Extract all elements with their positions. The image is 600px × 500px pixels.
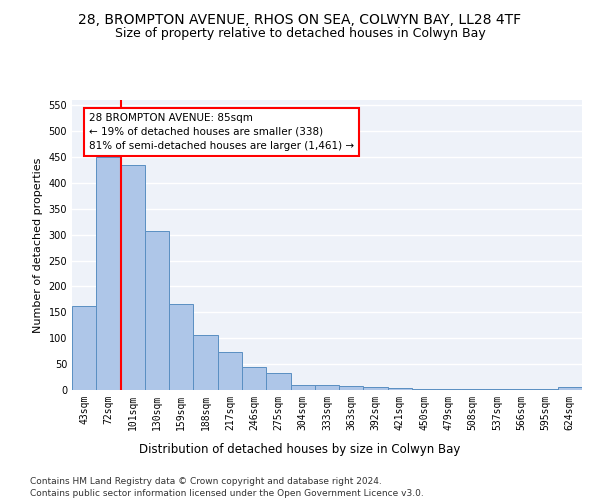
Bar	[121, 164, 145, 390]
Bar	[242, 366, 266, 390]
Text: 28 BROMPTON AVENUE: 85sqm
← 19% of detached houses are smaller (338)
81% of semi: 28 BROMPTON AVENUE: 85sqm ← 19% of detac…	[89, 113, 354, 151]
Bar	[509, 389, 533, 390]
Bar	[290, 385, 315, 390]
Text: 28, BROMPTON AVENUE, RHOS ON SEA, COLWYN BAY, LL28 4TF: 28, BROMPTON AVENUE, RHOS ON SEA, COLWYN…	[79, 12, 521, 26]
Bar	[218, 352, 242, 390]
Bar	[96, 157, 121, 390]
Bar	[72, 306, 96, 390]
Bar	[169, 304, 193, 390]
Bar	[388, 388, 412, 390]
Bar	[412, 389, 436, 390]
Bar	[533, 389, 558, 390]
Bar	[266, 374, 290, 390]
Text: Contains HM Land Registry data © Crown copyright and database right 2024.: Contains HM Land Registry data © Crown c…	[30, 478, 382, 486]
Bar	[145, 231, 169, 390]
Bar	[436, 389, 461, 390]
Bar	[315, 385, 339, 390]
Text: Distribution of detached houses by size in Colwyn Bay: Distribution of detached houses by size …	[139, 442, 461, 456]
Text: Contains public sector information licensed under the Open Government Licence v3: Contains public sector information licen…	[30, 489, 424, 498]
Bar	[558, 388, 582, 390]
Bar	[461, 389, 485, 390]
Bar	[485, 389, 509, 390]
Y-axis label: Number of detached properties: Number of detached properties	[33, 158, 43, 332]
Text: Size of property relative to detached houses in Colwyn Bay: Size of property relative to detached ho…	[115, 28, 485, 40]
Bar	[364, 388, 388, 390]
Bar	[339, 386, 364, 390]
Bar	[193, 335, 218, 390]
